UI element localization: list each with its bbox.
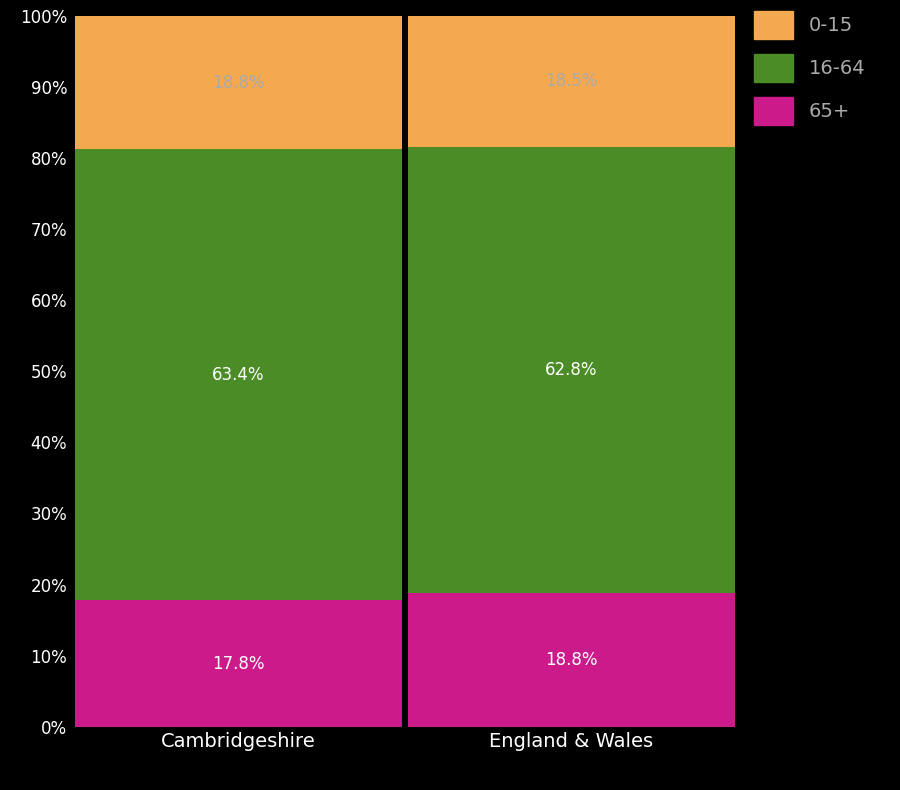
Text: 63.4%: 63.4%	[212, 366, 265, 384]
Text: 17.8%: 17.8%	[212, 655, 265, 672]
Bar	[76, 600, 401, 727]
Text: 18.5%: 18.5%	[545, 72, 598, 90]
Bar	[409, 593, 734, 727]
Text: 62.8%: 62.8%	[545, 361, 598, 379]
Bar	[76, 16, 401, 149]
Bar	[409, 15, 734, 147]
Legend: 0-15, 16-64, 65+: 0-15, 16-64, 65+	[754, 11, 866, 125]
Bar	[409, 147, 734, 593]
Bar	[76, 149, 401, 600]
Text: 18.8%: 18.8%	[545, 651, 598, 669]
Text: 18.8%: 18.8%	[212, 73, 265, 92]
